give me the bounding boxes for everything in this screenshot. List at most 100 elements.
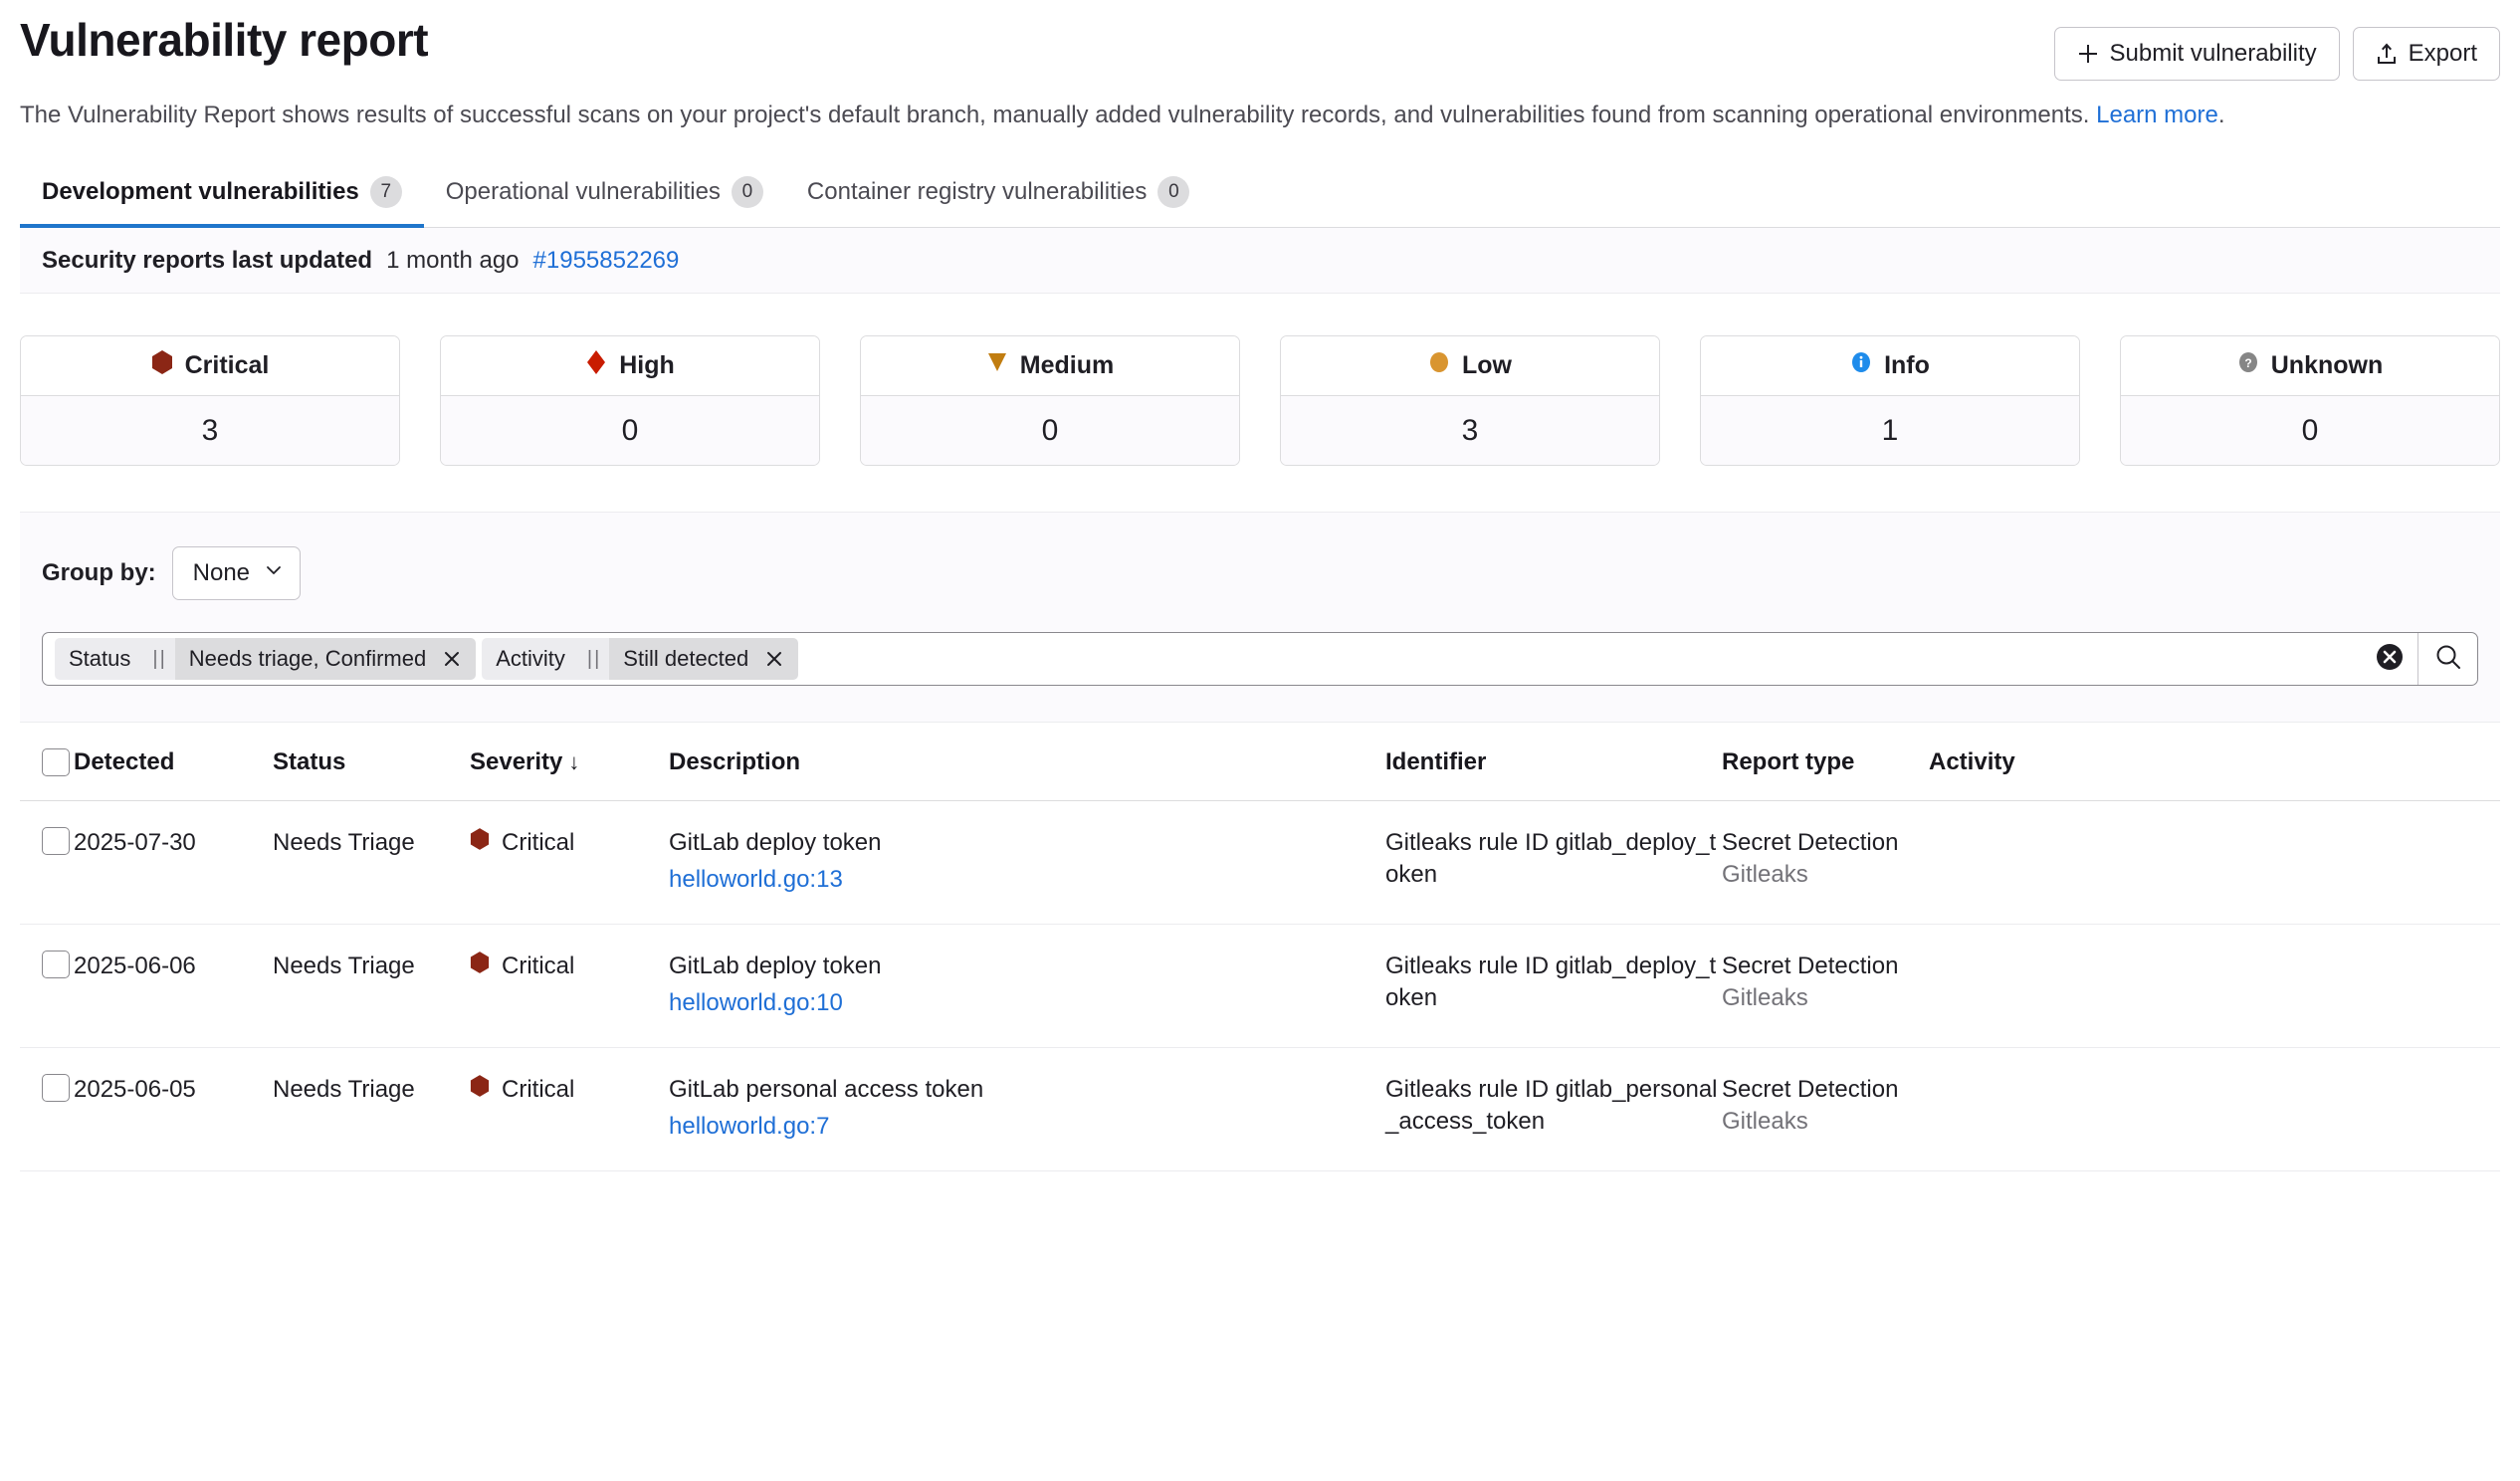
severity-card-low[interactable]: Low 3	[1280, 335, 1660, 467]
row-severity: Critical	[470, 1047, 669, 1171]
severity-card-medium[interactable]: Medium 0	[860, 335, 1240, 467]
severity-card-medium-count: 0	[861, 396, 1239, 466]
group-by-row: Group by: None	[42, 546, 2478, 601]
clear-filters-icon	[2375, 642, 2405, 677]
column-status[interactable]: Status	[273, 723, 470, 802]
page-description: The Vulnerability Report shows results o…	[20, 99, 2468, 132]
filter-token-activity-value[interactable]: Still detected	[609, 638, 799, 681]
submit-vulnerability-button[interactable]: Submit vulnerability	[2053, 27, 2340, 81]
row-location-link[interactable]: helloworld.go:7	[669, 1112, 830, 1140]
severity-card-low-count: 3	[1281, 396, 1659, 466]
row-location-link[interactable]: helloworld.go:13	[669, 865, 843, 893]
filter-token-status-key[interactable]: Status	[55, 638, 145, 681]
clear-filters-button[interactable]	[2362, 633, 2417, 685]
severity-card-info-label: Info	[1884, 351, 1930, 380]
group-by-select[interactable]: None	[171, 546, 302, 601]
table-row[interactable]: 2025-07-30 Needs Triage Critical GitLab …	[20, 800, 2500, 925]
severity-low-icon	[1428, 350, 1450, 381]
severity-card-high[interactable]: High 0	[440, 335, 820, 467]
tab-development-count: 7	[369, 176, 402, 209]
severity-card-high-label: High	[619, 351, 675, 380]
severity-card-info-count: 1	[1701, 396, 2079, 466]
severity-critical-icon	[151, 350, 173, 381]
row-checkbox[interactable]	[42, 950, 70, 978]
row-status: Needs Triage	[273, 1047, 470, 1171]
row-identifier-text: Gitleaks rule ID gitlab_personal_access_…	[1385, 1075, 1718, 1135]
severity-unknown-icon: ?	[2237, 350, 2259, 381]
column-report-type[interactable]: Report type	[1722, 723, 1929, 802]
filtered-search-bar[interactable]: Status || Needs triage, Confirmed Activi…	[42, 632, 2478, 687]
row-location-link[interactable]: helloworld.go:10	[669, 988, 843, 1016]
row-report-type: Secret Detection Gitleaks	[1722, 924, 1929, 1048]
filter-token-activity-operator[interactable]: ||	[578, 638, 610, 681]
row-identifier-text: Gitleaks rule ID gitlab_deploy_token	[1385, 829, 1717, 888]
vulnerability-table-body: 2025-07-30 Needs Triage Critical GitLab …	[20, 800, 2500, 1171]
tab-container-registry-count: 0	[1157, 176, 1190, 209]
select-all-checkbox[interactable]	[42, 748, 70, 777]
table-row[interactable]: 2025-06-05 Needs Triage Critical GitLab …	[20, 1047, 2500, 1171]
vulnerability-table-head: Detected Status Severity ↓ Description Id…	[20, 723, 2500, 802]
severity-critical-icon	[470, 951, 490, 982]
header-actions: Submit vulnerability Export	[2053, 14, 2500, 81]
severity-summary-cards: Critical 3 High 0 Medium 0	[20, 335, 2500, 467]
export-button[interactable]: Export	[2352, 27, 2500, 81]
sort-descending-icon: ↓	[568, 749, 580, 775]
severity-card-unknown[interactable]: ? Unknown 0	[2120, 335, 2500, 467]
row-severity-label: Critical	[502, 952, 575, 979]
severity-card-critical[interactable]: Critical 3	[20, 335, 400, 467]
updated-label: Security reports last updated	[42, 246, 373, 274]
row-identifier: Gitleaks rule ID gitlab_personal_access_…	[1385, 1047, 1722, 1171]
vulnerability-table: Detected Status Severity ↓ Description Id…	[20, 723, 2500, 1171]
filter-token-status-operator[interactable]: ||	[144, 638, 175, 681]
severity-card-info-header: Info	[1701, 336, 2079, 397]
row-description-title: GitLab deploy token	[669, 829, 882, 857]
tab-container-registry-vulnerabilities[interactable]: Container registry vulnerabilities 0	[785, 162, 1211, 228]
page-description-text: The Vulnerability Report shows results o…	[20, 102, 2097, 128]
filter-token-activity[interactable]: Activity || Still detected	[482, 638, 799, 681]
tab-development-vulnerabilities[interactable]: Development vulnerabilities 7	[20, 162, 424, 229]
filter-token-status-value-text: Needs triage, Confirmed	[188, 646, 427, 672]
search-button[interactable]	[2417, 633, 2477, 686]
column-detected[interactable]: Detected	[74, 723, 273, 802]
severity-card-info[interactable]: Info 1	[1700, 335, 2080, 467]
row-detected: 2025-07-30	[74, 800, 273, 925]
plus-icon	[2077, 43, 2099, 65]
severity-card-critical-label: Critical	[184, 351, 270, 380]
row-checkbox[interactable]	[42, 1073, 70, 1102]
column-severity[interactable]: Severity ↓	[470, 723, 669, 802]
row-report-type-name: Secret Detection	[1722, 952, 1899, 979]
severity-critical-icon	[470, 827, 490, 859]
pipeline-link[interactable]: #1955852269	[532, 246, 680, 274]
severity-info-icon	[1850, 350, 1872, 381]
tab-development-label: Development vulnerabilities	[42, 178, 359, 206]
filter-token-activity-key[interactable]: Activity	[482, 638, 579, 681]
row-detected: 2025-06-05	[74, 1047, 273, 1171]
table-row[interactable]: 2025-06-06 Needs Triage Critical GitLab …	[20, 924, 2500, 1048]
learn-more-link[interactable]: Learn more	[2096, 102, 2218, 128]
filter-token-status[interactable]: Status || Needs triage, Confirmed	[55, 638, 477, 681]
row-description: GitLab deploy token helloworld.go:13	[669, 800, 1385, 925]
column-activity[interactable]: Activity	[1929, 723, 2500, 802]
row-severity: Critical	[470, 800, 669, 925]
severity-medium-icon	[986, 350, 1008, 381]
page-header: Vulnerability report Submit vulnerabilit…	[20, 0, 2500, 81]
upload-export-icon	[2376, 42, 2398, 66]
updated-time: 1 month ago	[386, 246, 520, 274]
filter-token-area[interactable]: Status || Needs triage, Confirmed Activi…	[43, 633, 2362, 685]
svg-text:?: ?	[2244, 356, 2251, 370]
tab-operational-vulnerabilities[interactable]: Operational vulnerabilities 0	[424, 162, 785, 228]
row-identifier: Gitleaks rule ID gitlab_deploy_token	[1385, 924, 1722, 1048]
table-header-row: Detected Status Severity ↓ Description Id…	[20, 723, 2500, 802]
severity-high-icon	[585, 350, 607, 381]
filter-token-activity-remove-icon[interactable]	[764, 649, 784, 669]
column-description[interactable]: Description	[669, 723, 1385, 802]
severity-card-critical-count: 3	[21, 396, 399, 466]
row-status: Needs Triage	[273, 924, 470, 1048]
row-checkbox[interactable]	[42, 827, 70, 856]
severity-card-low-label: Low	[1462, 351, 1512, 380]
severity-card-high-header: High	[441, 336, 819, 397]
filter-token-status-remove-icon[interactable]	[442, 649, 462, 669]
filter-token-status-value[interactable]: Needs triage, Confirmed	[174, 638, 477, 681]
column-identifier[interactable]: Identifier	[1385, 723, 1722, 802]
